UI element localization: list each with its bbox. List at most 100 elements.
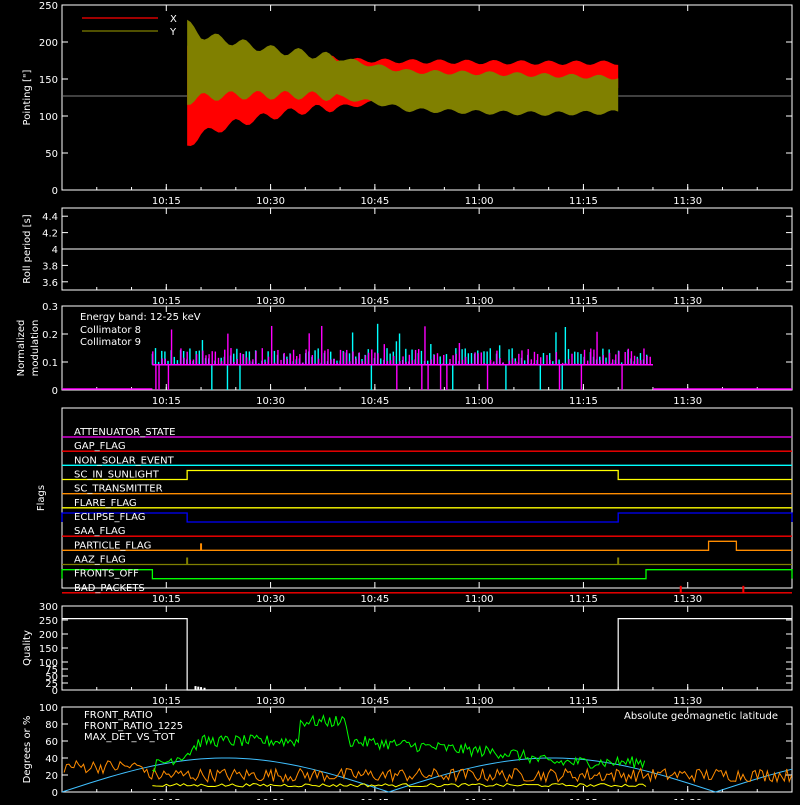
modulation-xtick-label: 11:15 — [569, 396, 598, 407]
flags-frame — [61, 407, 793, 589]
pointing-xtick-label: 10:30 — [256, 196, 285, 207]
ratios-ylabel: Degrees or % — [22, 716, 33, 784]
flag-label-flare_flag: FLARE_FLAG — [74, 498, 137, 509]
flag-label-eclipse_flag: ECLIPSE_FLAG — [74, 512, 145, 523]
flags-xtick-label: 11:00 — [465, 594, 494, 605]
modulation-frame — [61, 305, 793, 391]
quality-line — [62, 617, 792, 691]
roll-panel: 10:15 10:30 10:45 11:00 11:15 11:30 3.6 3.8 4 4.2… — [22, 207, 793, 307]
flag-label-non_solar_event: NON_SOLAR_EVENT — [74, 455, 175, 466]
flags-xtick-label: 10:30 — [256, 594, 285, 605]
ratios-ytick-label: 0 — [52, 788, 58, 799]
flags-xtick-label: 10:15 — [152, 594, 181, 605]
pointing-xtick-label: 11:15 — [569, 196, 598, 207]
pointing-ylabel: Pointing ["] — [22, 69, 33, 125]
roll-ylabel: Roll period [s] — [22, 214, 33, 283]
modulation-energy-band: Energy band: 12-25 keV — [80, 312, 201, 323]
ratios-annotation: Absolute geomagnetic latitude — [624, 711, 778, 722]
flag-line-eclipse_flag — [61, 512, 793, 523]
ratios-frame — [61, 706, 793, 793]
legend-label-x: X — [170, 14, 177, 25]
ratios-panel: 10:1510:3010:4511:0011:1511:300204060801… — [22, 703, 793, 805]
quality-ytick-label: 0 — [52, 686, 58, 697]
quality-ytick-label: 150 — [39, 644, 58, 655]
legend-label-y: Y — [169, 27, 177, 38]
modulation-xtick-label: 11:00 — [465, 396, 494, 407]
ratios-legend-front-ratio-1225: FRONT_RATIO_1225 — [84, 721, 183, 732]
flags-panel: 10:15 10:30 10:45 11:00 11:15 11:30 Flags ATTEN… — [36, 407, 793, 605]
flags-xtick-label: 11:15 — [569, 594, 598, 605]
roll-xtick-label: 11:15 — [569, 296, 598, 307]
modulation-legend-collimator-8: Collimator 8 — [80, 325, 141, 336]
flag-label-bad_packets: BAD_PACKETS — [74, 583, 145, 594]
quality-xtick-label: 10:45 — [360, 696, 389, 707]
pointing-ytick-label: 200 — [39, 38, 58, 49]
modulation-ylabel-2: modulation — [30, 320, 41, 377]
quality-ytick-label: 25 — [45, 679, 58, 690]
modulation-ylabel: Normalized — [16, 320, 27, 377]
flags-ylabel: Flags — [36, 485, 47, 511]
roll-xtick-label: 10:30 — [256, 296, 285, 307]
pointing-xtick-label: 11:00 — [465, 196, 494, 207]
pointing-ytick-label: 150 — [39, 75, 58, 86]
flag-label-sc_transmitter: SC_TRANSMITTER — [74, 484, 163, 495]
ratios-legend-max-det-vs-tot: MAX_DET_VS_TOT — [84, 732, 176, 743]
flag-label-fronts_off: FRONTS_OFF — [74, 569, 139, 580]
pointing-ytick-label: 100 — [39, 112, 58, 123]
flags-xtick-label: 10:45 — [360, 594, 389, 605]
ratios-front-ratio-1225 — [152, 713, 646, 773]
flag-label-gap_flag: GAP_FLAG — [74, 441, 126, 452]
pointing-ytick-label: 0 — [52, 186, 58, 197]
quality-ytick-label: 200 — [39, 630, 58, 641]
pointing-xtick-label: 11:30 — [673, 196, 702, 207]
flags-xtick-label: 11:30 — [673, 594, 702, 605]
roll-ytick-label: 4.2 — [42, 229, 58, 240]
flag-line-sc_in_sunlight — [62, 469, 792, 481]
quality-xtick-label: 10:30 — [256, 696, 285, 707]
flag-line-fronts_off — [61, 569, 793, 580]
pointing-xtick-label: 10:45 — [360, 196, 389, 207]
flag-label-saa_flag: SAA_FLAG — [74, 526, 125, 537]
roll-ytick-label: 4 — [52, 245, 58, 256]
roll-xtick-label: 10:45 — [360, 296, 389, 307]
modulation-xtick-label: 11:30 — [673, 396, 702, 407]
modulation-xtick-label: 10:30 — [256, 396, 285, 407]
flag-line-particle_flag — [62, 540, 792, 551]
ratios-ytick-label: 40 — [45, 754, 58, 765]
quality-ytick-label: 50 — [45, 672, 58, 683]
quality-ylabel: Quality — [22, 630, 33, 666]
quality-ytick-label: 250 — [39, 616, 58, 627]
ratios-ytick-label: 60 — [45, 737, 58, 748]
ratios-legend-front-ratio: FRONT_RATIO — [84, 710, 153, 721]
modulation-legend-collimator-9: Collimator 9 — [80, 337, 141, 348]
quality-xtick-label: 11:30 — [673, 696, 702, 707]
roll-xtick-label: 11:30 — [673, 296, 702, 307]
pointing-xtick-label: 10:15 — [152, 196, 181, 207]
flag-label-aaz_flag: AAZ_FLAG — [74, 555, 126, 566]
roll-ytick-label: 4.4 — [42, 212, 58, 223]
quality-xtick-label: 11:15 — [569, 696, 598, 707]
pointing-panel: 10:15 10:30 10:45 11:00 11:15 11:30 0 50 100 150 2… — [22, 1, 793, 207]
modulation-ytick-label: 0.2 — [42, 330, 58, 341]
modulation-panel: 10:15 10:30 10:45 11:00 11:15 11:30 0 0.1 0.2 0.3… — [16, 302, 793, 407]
flag-label-sc_in_sunlight: SC_IN_SUNLIGHT — [74, 470, 160, 481]
flag-label-particle_flag: PARTICLE_FLAG — [74, 540, 151, 551]
modulation-ytick-label: 0.1 — [42, 358, 58, 369]
ratios-ytick-label: 100 — [39, 703, 58, 714]
pointing-frame — [61, 4, 793, 191]
roll-xtick-label: 10:15 — [152, 296, 181, 307]
flag-label-attenuator_state: ATTENUATOR_STATE — [74, 427, 175, 438]
modulation-xtick-label: 10:45 — [360, 396, 389, 407]
roll-ytick-label: 3.6 — [42, 278, 58, 289]
roll-xtick-label: 11:00 — [465, 296, 494, 307]
quality-ytick-label: 100 — [39, 658, 58, 669]
modulation-ytick-label: 0 — [52, 386, 58, 397]
ratios-max-det-vs-tot — [63, 759, 793, 784]
ratios-geomagnetic-latitude — [61, 757, 793, 793]
ratios-ytick-label: 20 — [45, 771, 58, 782]
quality-xtick-label: 10:15 — [152, 696, 181, 707]
roll-ytick-label: 3.8 — [42, 261, 58, 272]
quality-xtick-label: 11:00 — [465, 696, 494, 707]
